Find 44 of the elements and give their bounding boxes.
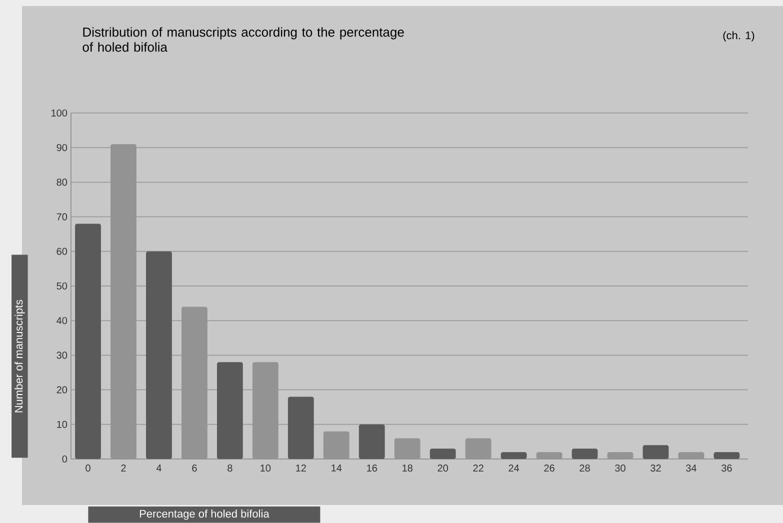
bar: [358, 424, 385, 459]
y-tick-label: 90: [56, 144, 68, 152]
x-tick-label: 16: [367, 464, 377, 472]
x-tick-label: 18: [402, 464, 412, 472]
x-tick-label: 12: [296, 464, 306, 472]
bar: [146, 251, 172, 459]
x-tick-label: 2: [121, 464, 126, 472]
y-tick-label: 0: [62, 455, 68, 463]
x-axis-title: Percentage of holed bifolia: [140, 510, 270, 520]
y-tick-label: 100: [52, 109, 68, 117]
x-tick-label: 4: [156, 464, 162, 472]
bar: [216, 362, 243, 459]
x-tick-label: 10: [260, 464, 271, 472]
x-tick-label: 20: [438, 464, 448, 472]
x-tick-label: 24: [508, 464, 520, 472]
x-tick-label: 8: [228, 464, 232, 472]
bar: [500, 452, 527, 459]
bar: [430, 448, 456, 459]
bar: [642, 445, 669, 459]
x-tick-label: 28: [580, 464, 590, 472]
x-tick-label: 34: [686, 464, 696, 472]
bar: [75, 224, 101, 459]
y-tick-label: 30: [56, 352, 68, 359]
y-tick-label: 50: [56, 282, 68, 290]
y-tick-label: 40: [56, 317, 68, 324]
x-tick-label: 30: [615, 464, 626, 472]
text: (ch. 1): [723, 31, 754, 42]
x-tick-label: 14: [332, 464, 342, 472]
y-tick-label: 60: [56, 248, 68, 255]
bar: [714, 452, 740, 459]
chart-title: Distribution of manuscripts according to the percentage of holed bifolia: [82, 27, 404, 52]
bar: [572, 448, 598, 459]
bar: [288, 396, 314, 459]
x-tick-label: 36: [722, 464, 732, 472]
x-tick-label: 32: [650, 464, 661, 472]
x-tick-label: 26: [544, 464, 554, 472]
x-tick-label: 6: [192, 464, 197, 472]
x-tick-label: 0: [86, 464, 90, 472]
y-axis-title: Number of manuscripts: [14, 300, 25, 412]
x-tick-label: 22: [473, 464, 484, 472]
y-tick-label: 10: [57, 420, 68, 428]
y-tick-label: 70: [56, 213, 68, 220]
y-tick-label: 20: [56, 386, 68, 394]
y-tick-label: 80: [56, 178, 68, 186]
